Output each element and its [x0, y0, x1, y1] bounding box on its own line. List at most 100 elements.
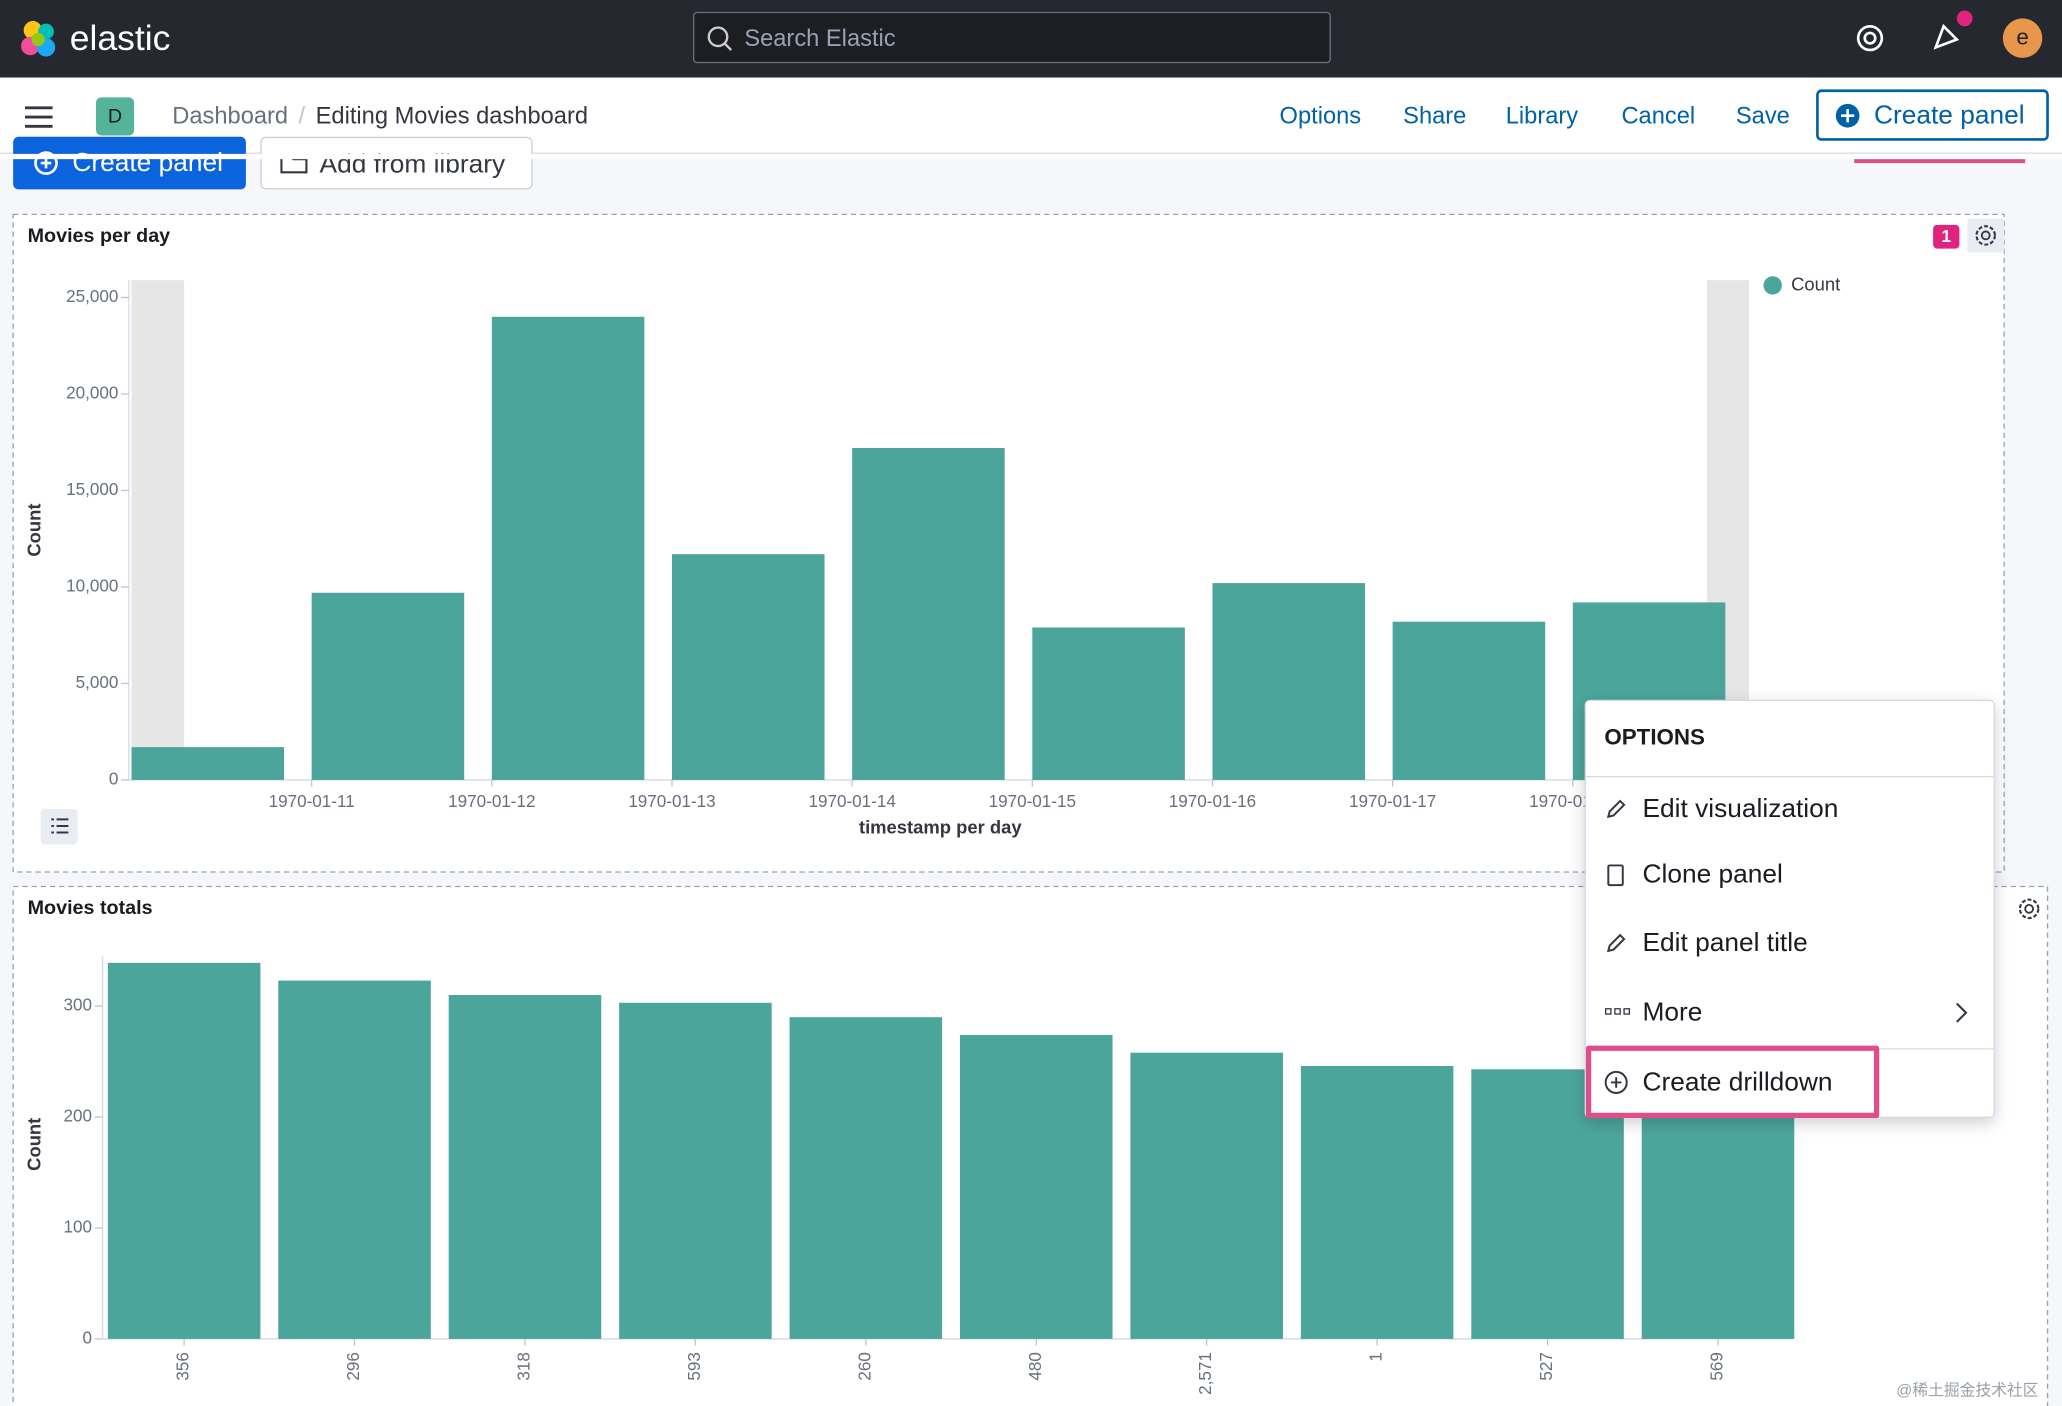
x-tick-label: 1970-01-13: [628, 792, 715, 811]
x-tick-label: 1970-01-17: [1349, 792, 1436, 811]
x-tick-label: 356: [174, 1352, 193, 1381]
chevron-icon: [1956, 1002, 1968, 1023]
x-tick-label: 1970-01-12: [448, 792, 535, 811]
logo-text[interactable]: elastic: [69, 18, 171, 58]
plus-icon: [34, 151, 58, 175]
x-tick-label: 569: [1707, 1352, 1726, 1381]
tour-highlight: [1854, 155, 2026, 164]
bar: [1130, 1052, 1283, 1339]
news-icon[interactable]: [1928, 8, 1975, 55]
menu-title: OPTIONS: [1604, 724, 1705, 750]
range-shade: [131, 280, 185, 780]
tour-highlight: [1585, 1045, 1880, 1118]
panel-gear[interactable]: [1967, 218, 2005, 253]
search-icon: [707, 26, 733, 51]
pencil-icon: [1606, 933, 1626, 953]
menu-item[interactable]: Create drilldown: [1642, 1067, 1833, 1097]
space-avatar[interactable]: D: [95, 97, 135, 136]
bar: [959, 1034, 1113, 1339]
nav-action[interactable]: Library: [1505, 102, 1579, 129]
x-tick-label: 260: [855, 1352, 874, 1381]
plus-circle-icon: [1604, 1070, 1628, 1094]
menu-item[interactable]: Edit visualization: [1642, 794, 1839, 824]
panel-title: Movies totals: [27, 896, 153, 920]
x-tick-label: 2,571: [1196, 1352, 1215, 1395]
x-tick-label: 318: [514, 1352, 533, 1381]
panel-badge[interactable]: 1: [1933, 224, 1960, 249]
y-tick-label: 300: [64, 996, 92, 1015]
panel-gear[interactable]: [2012, 892, 2048, 926]
x-tick-label: 1970-01-14: [808, 792, 895, 811]
menu-item[interactable]: More: [1642, 998, 1703, 1028]
toolbar-clip: [0, 153, 2062, 160]
menu-toggle[interactable]: [24, 104, 54, 130]
breadcrumb-separator: /: [298, 102, 306, 129]
add-from-library-button[interactable]: Add from library: [260, 136, 533, 190]
menu-item[interactable]: Edit panel title: [1642, 928, 1808, 958]
x-tick-label: 1970-01-16: [1169, 792, 1256, 811]
legend-swatch: [1763, 276, 1782, 295]
x-tick-label: 1970-01-15: [989, 792, 1076, 811]
bar: [1032, 627, 1185, 780]
legend-label: Count: [1791, 273, 1840, 294]
bar: [1300, 1066, 1454, 1339]
plus-icon: [1835, 103, 1860, 128]
bar: [619, 1002, 772, 1339]
y-tick-label: 10,000: [66, 576, 118, 595]
help-icon[interactable]: [1852, 20, 1889, 57]
y-tick-label: 0: [83, 1328, 92, 1347]
copy-icon: [1607, 864, 1624, 887]
toolbar-create-panel[interactable]: Create panel: [13, 136, 246, 190]
panel-title: Movies per day: [27, 224, 171, 248]
divider: [1585, 775, 1994, 778]
breadcrumb[interactable]: Dashboard: [172, 102, 289, 129]
dots-icon: [1605, 1008, 1631, 1015]
x-axis-title: timestamp per day: [859, 816, 1022, 837]
bar: [448, 995, 602, 1339]
list-icon: [51, 818, 69, 834]
x-tick-label: 593: [685, 1352, 704, 1381]
bar: [1212, 583, 1366, 780]
bar: [107, 962, 261, 1339]
x-tick-label: 1: [1367, 1352, 1386, 1362]
button-label: Create panel: [72, 148, 223, 178]
watermark: @稀土掘金技术社区: [1896, 1381, 2039, 1400]
bar: [1392, 621, 1546, 780]
bar: [311, 592, 465, 780]
bar: [789, 1017, 943, 1339]
y-tick-label: 100: [64, 1217, 92, 1236]
bar: [671, 554, 825, 780]
nav-action[interactable]: Options: [1279, 102, 1362, 129]
x-tick-label: 527: [1537, 1352, 1556, 1381]
y-tick-label: 200: [64, 1107, 92, 1126]
y-tick-label: 0: [109, 769, 118, 788]
legend-toggle[interactable]: [40, 808, 78, 845]
x-tick-label: 1970-01-11: [269, 792, 355, 811]
menu-item[interactable]: Clone panel: [1642, 860, 1783, 890]
x-tick-label: 296: [344, 1352, 363, 1381]
button-label: Create panel: [1873, 101, 2025, 131]
search-box[interactable]: Search Elastic: [693, 11, 1331, 64]
nav-action[interactable]: Save: [1735, 102, 1790, 129]
nav-action[interactable]: Cancel: [1621, 102, 1696, 129]
y-tick-label: 25,000: [66, 287, 118, 306]
nav-bar: D Dashboard / Editing Movies dashboard O…: [0, 77, 2062, 154]
search-placeholder: Search Elastic: [744, 24, 896, 52]
y-tick-label: 15,000: [66, 480, 118, 499]
create-panel-button[interactable]: Create panel: [1816, 89, 2049, 141]
breadcrumb: Editing Movies dashboard: [315, 102, 588, 129]
x-tick-label: 480: [1026, 1352, 1045, 1381]
bar: [278, 980, 431, 1339]
bar: [491, 316, 645, 780]
y-tick-label: 20,000: [66, 384, 118, 403]
logo-icon: [21, 21, 56, 57]
pencil-icon: [1606, 799, 1626, 819]
nav-action[interactable]: Share: [1403, 102, 1467, 129]
top-header: elastic Search Elastic e: [0, 0, 2062, 78]
bar: [131, 747, 285, 780]
avatar[interactable]: e: [2002, 18, 2043, 58]
bar: [852, 448, 1005, 780]
y-tick-label: 5,000: [76, 673, 119, 692]
